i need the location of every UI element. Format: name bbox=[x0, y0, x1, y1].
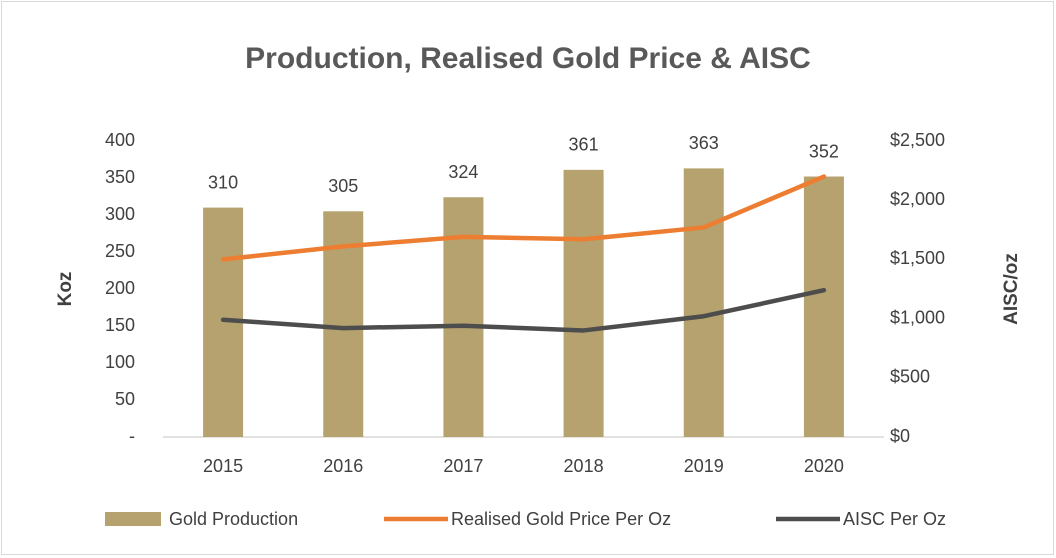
x-tick-label: 2015 bbox=[203, 456, 243, 476]
y2-tick-label: $2,000 bbox=[890, 189, 945, 209]
y2-tick-label: $0 bbox=[890, 426, 910, 446]
y2-tick-label: $2,500 bbox=[890, 130, 945, 150]
y2-tick-label: $1,000 bbox=[890, 307, 945, 327]
y-tick-label: 200 bbox=[105, 278, 135, 298]
legend-label: AISC Per Oz bbox=[843, 509, 946, 529]
x-tick-label: 2020 bbox=[804, 456, 844, 476]
data-label: 310 bbox=[208, 172, 238, 192]
y2-tick-label: $500 bbox=[890, 367, 930, 387]
y-axis-label: Koz bbox=[55, 272, 76, 307]
chart-title: Production, Realised Gold Price & AISC bbox=[245, 42, 811, 75]
x-tick-label: 2016 bbox=[323, 456, 363, 476]
data-label: 361 bbox=[569, 135, 599, 155]
bar bbox=[443, 197, 484, 437]
legend-swatch bbox=[105, 512, 161, 526]
y2-axis-label: AISC/oz bbox=[1001, 253, 1022, 325]
line bbox=[220, 174, 827, 262]
legend-label: Gold Production bbox=[169, 509, 298, 529]
y-tick-label: - bbox=[129, 426, 135, 446]
data-label: 305 bbox=[328, 176, 358, 196]
y-tick-label: 300 bbox=[105, 204, 135, 224]
bar bbox=[563, 169, 604, 438]
y2-tick-label: $1,500 bbox=[890, 248, 945, 268]
bar bbox=[803, 176, 844, 437]
y-tick-label: 50 bbox=[115, 389, 135, 409]
data-label: 324 bbox=[448, 162, 478, 182]
y-tick-label: 100 bbox=[105, 352, 135, 372]
x-tick-label: 2018 bbox=[564, 456, 604, 476]
bar bbox=[683, 168, 724, 437]
x-tick-label: 2019 bbox=[684, 456, 724, 476]
y-tick-label: 400 bbox=[105, 130, 135, 150]
data-label: 352 bbox=[809, 141, 839, 161]
legend-label: Realised Gold Price Per Oz bbox=[451, 509, 671, 529]
y-tick-label: 150 bbox=[105, 315, 135, 335]
data-label: 363 bbox=[689, 133, 719, 153]
line bbox=[220, 287, 827, 333]
y-tick-label: 350 bbox=[105, 167, 135, 187]
x-tick-label: 2017 bbox=[443, 456, 483, 476]
y-tick-label: 250 bbox=[105, 241, 135, 261]
